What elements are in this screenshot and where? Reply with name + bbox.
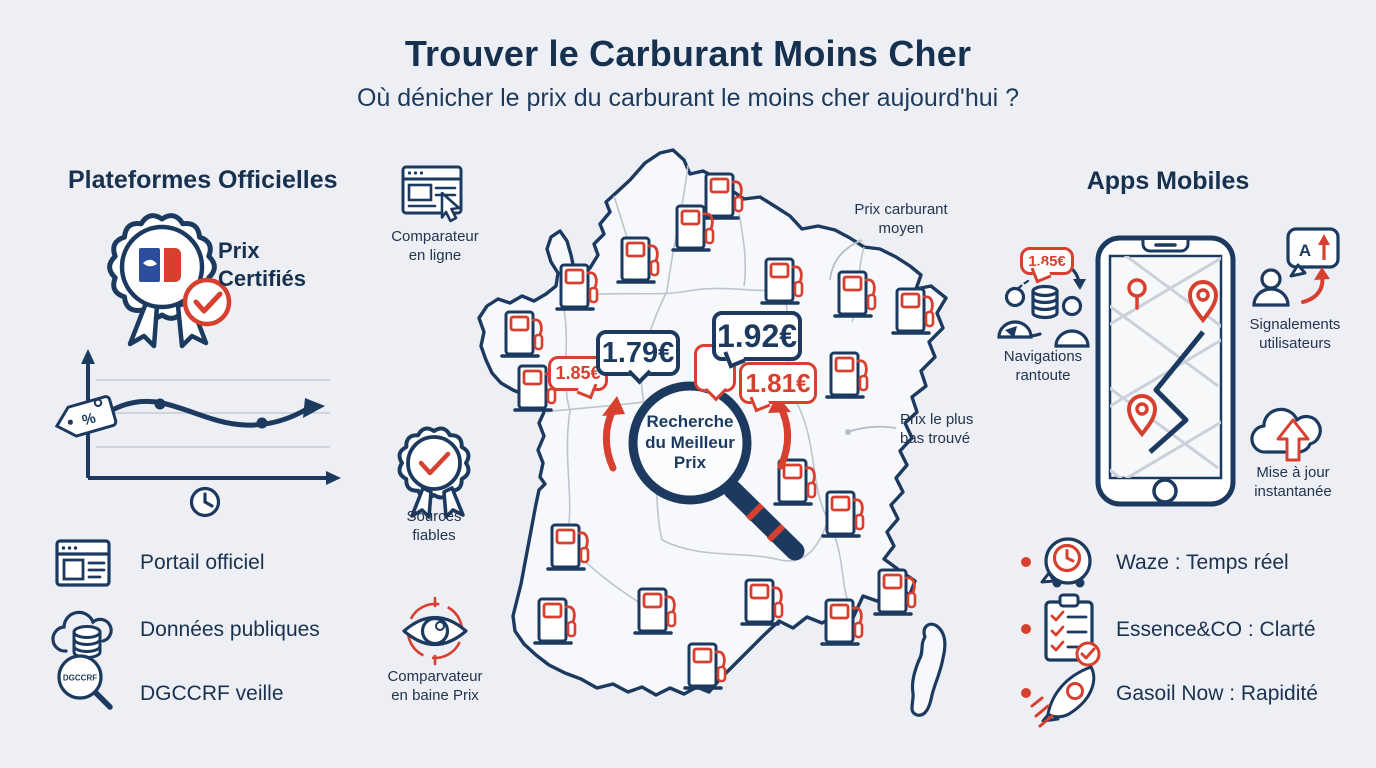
price-tag-icon: % (54, 395, 118, 438)
callout-low-label: Prix le plus bas trouvé (900, 411, 974, 447)
trusted-sources-icon (397, 426, 471, 519)
svg-text:%: % (80, 409, 98, 429)
right-section-heading: Apps Mobiles (1086, 167, 1250, 195)
rocket-icon (1030, 665, 1096, 728)
magnifying-glass-icon (628, 381, 805, 561)
right-icon-cluster: A (997, 227, 1340, 462)
bullet (1021, 624, 1031, 634)
check-circle (182, 277, 232, 327)
app-item-label: Essence&CO : Clarté (1116, 618, 1316, 641)
cloud-database-icon (51, 610, 113, 659)
trusted-sources-label: Sources fiables (406, 508, 462, 544)
cloud-update-icon (1250, 407, 1322, 462)
eye-comparator-icon (402, 596, 468, 666)
clock-icon (189, 486, 221, 518)
lens-label: Recherche du Meilleur Prix (645, 412, 735, 473)
flag-red (164, 248, 181, 282)
user-report-icon: A (1252, 227, 1340, 307)
app-item-label: Gasoil Now : Rapidité (1116, 682, 1318, 705)
trend-line (85, 398, 310, 429)
online-comparator-label: Comparateur en ligne (391, 228, 479, 264)
app-item-label: Waze : Temps réel (1116, 551, 1289, 574)
browser-icon (55, 539, 111, 587)
left-item-label: DGCCRF veille (140, 682, 284, 705)
home-button (1152, 478, 1178, 504)
route-line (1148, 330, 1205, 454)
corsica-outline (910, 622, 947, 717)
eye-comparator-label: Comparvateur en baine Prix (387, 668, 483, 704)
svg-text:DGCCRF: DGCCRF (63, 674, 97, 683)
page-title: Trouver le Carburant Moins Cher (404, 33, 972, 74)
certified-badge-icon (107, 213, 232, 349)
badge-label: Prix Certifiés (218, 238, 307, 291)
users-exchange-icon (997, 260, 1090, 348)
waze-icon (1040, 537, 1092, 588)
price-bubble: 1.79€ (596, 330, 680, 376)
apps-list-icons (1021, 537, 1101, 728)
nav-label: Navigations rantoute (1003, 348, 1083, 384)
price-bubble: 1.92€ (712, 311, 802, 361)
callout-avg-label: Prix carburant moyen (854, 201, 948, 237)
nav-price-bubble: 1.85€ (1020, 247, 1074, 275)
left-section-heading: Plateformes Officielles (68, 166, 338, 194)
price-bubble-low: 1.81€ (739, 362, 817, 404)
svg-text:A: A (1299, 241, 1311, 260)
update-label: Mise à jour instantanée (1254, 464, 1332, 500)
checklist-icon (1044, 593, 1101, 667)
price-trend-chart: % DGCCRF (51, 349, 341, 710)
cursor-icon (440, 191, 461, 223)
page-subtitle: Où dénicher le prix du carburant le moin… (356, 84, 1020, 112)
fuel-pump-icon (820, 598, 864, 646)
bullet (1021, 688, 1031, 698)
left-item-label: Portail officiel (140, 551, 265, 574)
callout-line-low (847, 425, 897, 433)
smartphone-icon (1095, 235, 1236, 507)
callout-line-avg (829, 239, 863, 281)
signal-label: Signalements utilisateurs (1249, 316, 1341, 352)
france-map (477, 148, 948, 717)
bullet (1021, 557, 1031, 567)
online-comparator-icon (401, 165, 463, 223)
magnifier-icon: DGCCRF (57, 654, 113, 710)
left-item-label: Données publiques (140, 618, 320, 641)
